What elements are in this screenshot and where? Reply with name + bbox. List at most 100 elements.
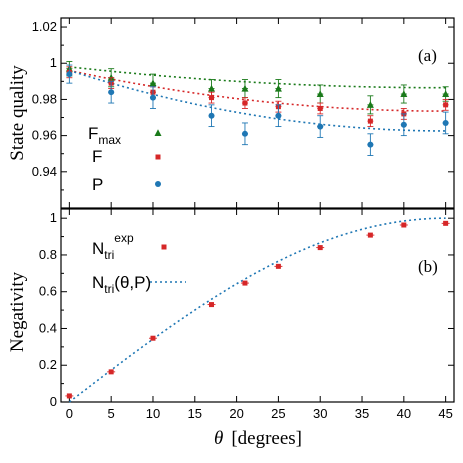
- panel-b-legend: Ntriexp Ntri(θ,P): [92, 231, 186, 296]
- legend-ntri-theory-main: N: [92, 273, 104, 292]
- a-point-2-0: [66, 71, 73, 78]
- a-point-2-4: [241, 130, 248, 137]
- b-theory-curve: [68, 217, 446, 403]
- a-point-2-8: [400, 121, 407, 128]
- legend-fmax-sub: max: [98, 133, 121, 147]
- x-tick-label-4: 20: [229, 406, 243, 421]
- x-tick-label-6: 30: [313, 406, 327, 421]
- legend-ntri-theory-sub: tri: [104, 282, 114, 296]
- a-point-1-3: [209, 95, 215, 101]
- b-y-tick-label-3: 0.6: [39, 284, 57, 299]
- panel-a: 0.94 0.96 0.98 1 1.02 (a) State quality Fmax…: [7, 17, 455, 209]
- a-fit-curve-1: [69, 69, 446, 112]
- b-point-3: [209, 302, 215, 308]
- legend-fmax-label: Fmax: [88, 124, 121, 147]
- b-point-6: [317, 245, 323, 251]
- panel-a-y-axis-title: State quality: [7, 65, 28, 161]
- a-y-tick-label-4: 1.02: [32, 19, 57, 34]
- a-point-0-7: [366, 101, 374, 108]
- a-point-2-1: [108, 89, 115, 96]
- panel-b-y-axis-title: Negativity: [7, 271, 28, 352]
- b-point-7: [367, 232, 373, 238]
- a-point-0-2: [149, 79, 157, 87]
- legend-marker-a-0: [154, 129, 162, 136]
- panel-a-y-ticks: 0.94 0.96 0.98 1 1.02: [32, 19, 454, 191]
- legend-fmax-marker: [154, 129, 162, 136]
- x-tick-label-7: 35: [355, 406, 369, 421]
- x-tick-label-0: 0: [66, 406, 73, 421]
- legend-ntri-exp-label: Ntriexp: [92, 231, 134, 262]
- b-point-5: [275, 263, 281, 269]
- panel-b: 0 0.2 0.4 0.6 0.8 1 0 5 10 15 20 25 30 35 40 45 (b) Ne…: [7, 18, 455, 449]
- legend-p-label: P: [92, 175, 103, 194]
- a-point-2-6: [317, 123, 324, 130]
- b-point-4: [242, 280, 248, 286]
- a-y-tick-label-1: 0.96: [32, 128, 57, 143]
- a-fit-curve-2: [69, 69, 446, 132]
- x-axis-title: θ [degrees]: [214, 428, 302, 449]
- a-y-tick-label-2: 0.98: [32, 91, 57, 106]
- legend-marker-a-1: [155, 154, 161, 160]
- b-point-9: [443, 220, 449, 226]
- b-point-2: [150, 335, 156, 341]
- panel-a-label: (a): [418, 46, 437, 65]
- a-point-1-7: [367, 118, 373, 124]
- b-y-tick-label-5: 1: [50, 210, 57, 225]
- panel-a-legend: Fmax F P: [88, 124, 162, 194]
- a-point-2-5: [275, 112, 282, 119]
- b-y-tick-label-1: 0.2: [39, 357, 57, 372]
- panel-b-data-points: [65, 220, 450, 399]
- b-point-8: [401, 222, 407, 228]
- legend-p-marker: [155, 181, 161, 187]
- a-point-0-3: [208, 84, 216, 92]
- panel-b-theory-curve: [68, 217, 446, 403]
- panel-b-label: (b): [418, 257, 438, 276]
- a-point-0-9: [442, 90, 450, 97]
- panel-b-y-ticks: 0 0.2 0.4 0.6 0.8 1: [39, 210, 454, 409]
- x-axis-unit: [degrees]: [231, 428, 302, 449]
- legend-ntri-exp-sup: exp: [114, 231, 134, 245]
- x-tick-label-9: 45: [438, 406, 452, 421]
- x-tick-label-2: 10: [146, 406, 160, 421]
- legend-ntri-exp-sub: tri: [104, 248, 114, 262]
- a-y-tick-label-0: 0.94: [32, 164, 57, 179]
- a-point-0-5: [274, 84, 282, 92]
- b-point-0: [66, 393, 72, 399]
- b-y-tick-label-0: 0: [50, 394, 57, 409]
- a-point-2-7: [367, 141, 374, 148]
- a-point-1-9: [443, 102, 449, 108]
- legend-fmax-main: F: [88, 124, 98, 143]
- a-point-0-6: [316, 90, 324, 97]
- a-point-2-3: [208, 112, 215, 119]
- legend-marker-b-0: [161, 244, 167, 250]
- panel-a-fit-curves: [69, 66, 446, 132]
- panel-a-data-points: [65, 60, 450, 156]
- a-point-2-9: [442, 119, 449, 126]
- x-tick-label-1: 5: [108, 406, 115, 421]
- b-point-1: [108, 369, 114, 375]
- panel-b-x-ticks: 0 5 10 15 20 25 30 35 40 45: [66, 18, 453, 421]
- a-point-1-6: [317, 105, 323, 111]
- x-tick-label-3: 15: [188, 406, 202, 421]
- panel-a-frame: [60, 17, 455, 209]
- a-y-tick-label-3: 1: [50, 55, 57, 70]
- a-point-0-8: [400, 90, 408, 97]
- a-point-2-2: [149, 94, 156, 101]
- legend-f-label: F: [92, 147, 102, 166]
- x-tick-label-8: 40: [397, 406, 411, 421]
- legend-ntri-theory-label: Ntri(θ,P): [92, 273, 151, 296]
- a-point-1-4: [242, 100, 248, 106]
- legend-ntri-theory-rest: (θ,P): [114, 273, 151, 292]
- x-axis-symbol: θ: [214, 428, 223, 449]
- legend-f-marker: [155, 154, 161, 160]
- legend-marker-a-2: [155, 181, 161, 187]
- b-y-tick-label-2: 0.4: [39, 320, 57, 335]
- legend-ntri-exp-main: N: [92, 239, 104, 258]
- a-point-0-4: [241, 84, 249, 92]
- b-y-tick-label-4: 0.8: [39, 247, 57, 262]
- x-tick-label-5: 25: [271, 406, 285, 421]
- legend-ntri-exp-marker: [161, 244, 167, 250]
- a-fit-curve-0: [69, 66, 446, 89]
- panel-b-frame: [60, 208, 455, 403]
